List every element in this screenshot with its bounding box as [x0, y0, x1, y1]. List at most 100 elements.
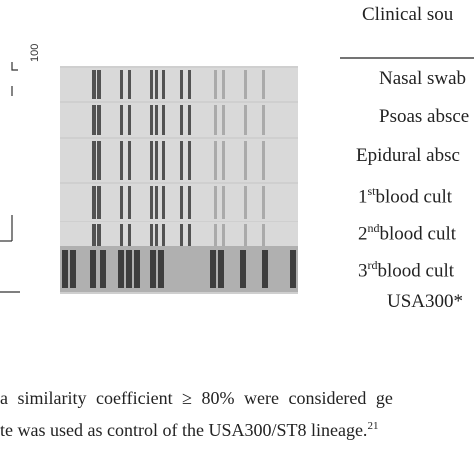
cell-text: blood cult — [375, 186, 453, 208]
gel-band — [92, 224, 96, 256]
gel-band — [97, 141, 101, 180]
gel-band — [188, 186, 191, 219]
gel-band — [162, 224, 165, 256]
gel-band — [92, 186, 96, 219]
gel-band — [97, 105, 101, 135]
cell-text: USA300* — [387, 291, 464, 312]
cell-sup: st — [367, 184, 376, 198]
gel-band — [262, 105, 265, 135]
gel-band — [262, 186, 265, 219]
gel-band — [100, 250, 106, 288]
gel-band — [188, 141, 191, 180]
gel-band — [262, 224, 265, 256]
gel-image — [60, 66, 298, 294]
gel-band — [214, 105, 217, 135]
gel-band — [214, 70, 217, 99]
table-cell: 1stblood cult — [358, 184, 452, 208]
gel-band — [180, 224, 183, 256]
gel-band — [155, 141, 158, 180]
gel-band — [244, 105, 247, 135]
gel-band — [240, 250, 246, 288]
gel-band — [150, 70, 153, 99]
gel-band — [222, 186, 225, 219]
gel-lane — [60, 246, 298, 292]
gel-band — [155, 70, 158, 99]
cell-text: blood cult — [377, 260, 455, 282]
scale-bracket — [11, 62, 18, 71]
gel-band — [162, 186, 165, 219]
gel-band — [118, 250, 124, 288]
scale-label: 100 — [29, 44, 41, 62]
gel-band — [188, 224, 191, 256]
gel-band — [222, 224, 225, 256]
gel-band — [214, 224, 217, 256]
cell-number: 3 — [358, 260, 368, 282]
gel-band — [120, 224, 123, 256]
gel-band — [262, 250, 268, 288]
gel-band — [150, 105, 153, 135]
gel-band — [150, 186, 153, 219]
gel-band — [155, 105, 158, 135]
gel-band — [128, 141, 131, 180]
table-cell: Nasal swab — [379, 68, 466, 90]
gel-band — [92, 105, 96, 135]
gel-band — [180, 186, 183, 219]
gel-band — [262, 141, 265, 180]
gel-band — [180, 70, 183, 99]
table-cell: USA300* — [387, 291, 463, 313]
cell-sup: rd — [367, 258, 378, 272]
gel-band — [150, 250, 156, 288]
gel-band — [62, 250, 68, 288]
table-cell: 3rdblood cult — [358, 258, 454, 282]
gel-band — [262, 70, 265, 99]
gel-band — [120, 105, 123, 135]
gel-band — [162, 141, 165, 180]
gel-band — [97, 224, 101, 256]
gel-band — [244, 224, 247, 256]
caption-ref: 21 — [367, 420, 379, 432]
gel-band — [290, 250, 296, 288]
gel-band — [97, 70, 101, 99]
gel-band — [90, 250, 96, 288]
gel-band — [222, 141, 225, 180]
gel-band — [128, 224, 131, 256]
gel-band — [162, 70, 165, 99]
gel-band — [188, 70, 191, 99]
gel-band — [180, 105, 183, 135]
gel-band — [158, 250, 164, 288]
gel-band — [155, 224, 158, 256]
gel-band — [128, 105, 131, 135]
gel-band — [180, 141, 183, 180]
gel-band — [210, 250, 216, 288]
gel-band — [162, 105, 165, 135]
caption-line: te was used as control of the USA300/ST8… — [0, 420, 378, 441]
gel-band — [244, 70, 247, 99]
cell-text: Nasal swab — [379, 68, 467, 89]
table-cell: Psoas absce — [379, 106, 469, 128]
gel-band — [97, 186, 101, 219]
gel-band — [92, 141, 96, 180]
gel-band — [128, 186, 131, 219]
cell-text: Epidural absc — [356, 145, 460, 166]
gel-band — [150, 224, 153, 256]
gel-band — [92, 70, 96, 99]
gel-band — [120, 186, 123, 219]
cell-number: 1 — [358, 186, 368, 208]
caption-text: te was used as control of the USA300/ST8… — [0, 420, 368, 440]
dendrogram — [0, 62, 20, 293]
table-cell: 2ndblood cult — [358, 221, 456, 245]
gel-band — [128, 70, 131, 99]
cell-text: Psoas absce — [379, 106, 470, 127]
gel-band — [244, 186, 247, 219]
gel-band — [214, 141, 217, 180]
cell-text: blood cult — [379, 223, 457, 245]
caption-line: a similarity coefficient ≥ 80% were cons… — [0, 388, 393, 408]
gel-band — [244, 141, 247, 180]
gel-band — [155, 186, 158, 219]
gel-band — [70, 250, 76, 288]
cell-sup: nd — [367, 221, 380, 235]
gel-band — [126, 250, 132, 288]
gel-band — [222, 105, 225, 135]
